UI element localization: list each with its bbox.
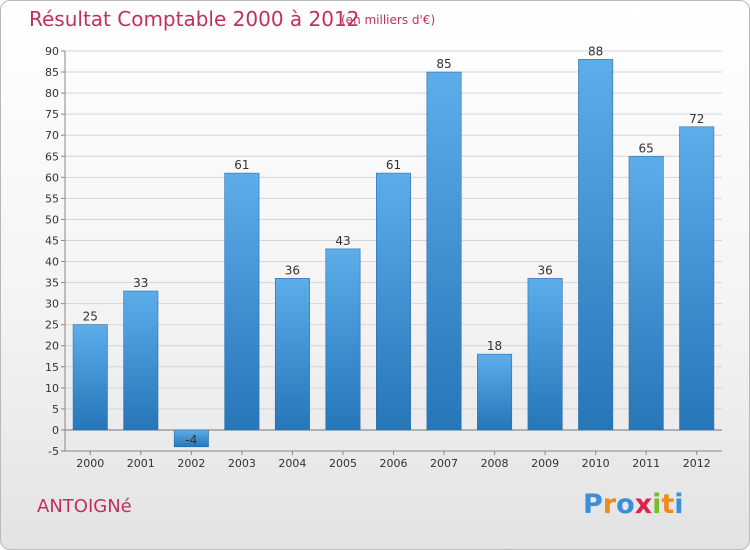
y-tick-label: 35 bbox=[45, 277, 59, 290]
y-tick-label: 40 bbox=[45, 256, 59, 269]
logo-letter: r bbox=[602, 489, 617, 520]
y-tick-label: 0 bbox=[52, 424, 59, 437]
y-tick-label: 90 bbox=[45, 45, 59, 58]
bars bbox=[72, 59, 715, 448]
value-label-2008: 18 bbox=[487, 339, 502, 353]
value-label-2004: 36 bbox=[285, 263, 300, 277]
value-label-2005: 43 bbox=[335, 234, 350, 248]
y-tick-label: 25 bbox=[45, 319, 59, 332]
y-tick-label: 60 bbox=[45, 171, 59, 184]
bar-2010 bbox=[578, 59, 614, 431]
chart-title: Résultat Comptable 2000 à 2012 bbox=[29, 7, 360, 31]
y-tick-label: 10 bbox=[45, 382, 59, 395]
y-tick-label: 55 bbox=[45, 192, 59, 205]
value-label-2007: 85 bbox=[436, 57, 451, 71]
logo-letter: i bbox=[674, 489, 684, 520]
x-tick-label-2005: 2005 bbox=[329, 457, 357, 470]
x-tick-label-2009: 2009 bbox=[531, 457, 559, 470]
axes: -5 0 5 10 15 20 25 30 35 40 45 50 55 60 65 70 75 80 85 90 20… bbox=[45, 45, 722, 470]
value-label-2002: -4 bbox=[185, 433, 197, 447]
y-tick-label: 5 bbox=[52, 403, 59, 416]
x-tick-label-2008: 2008 bbox=[481, 457, 509, 470]
value-label-2000: 25 bbox=[83, 310, 98, 324]
y-tick-label: 30 bbox=[45, 298, 59, 311]
bar-2009 bbox=[527, 278, 563, 431]
y-tick-label: 50 bbox=[45, 213, 59, 226]
bar-2011 bbox=[628, 155, 664, 431]
proxiti-logo: Proxiti bbox=[583, 489, 684, 520]
logo-letter: t bbox=[661, 489, 675, 520]
x-tick-label-2007: 2007 bbox=[430, 457, 458, 470]
x-tick-label-2000: 2000 bbox=[76, 457, 104, 470]
y-tick-label: 65 bbox=[45, 150, 59, 163]
value-label-2012: 72 bbox=[689, 112, 704, 126]
bar-2004 bbox=[274, 278, 310, 431]
logo-letter: o bbox=[616, 489, 635, 520]
x-tick-label-2010: 2010 bbox=[582, 457, 610, 470]
value-label-2009: 36 bbox=[537, 263, 552, 277]
logo-letter: P bbox=[583, 489, 603, 520]
x-tick-label-2004: 2004 bbox=[278, 457, 306, 470]
x-tick-label-2002: 2002 bbox=[177, 457, 205, 470]
x-tick-label-2011: 2011 bbox=[632, 457, 660, 470]
bar-2012 bbox=[679, 126, 715, 431]
bar-2008 bbox=[477, 353, 513, 431]
bar-2000 bbox=[72, 324, 108, 431]
value-label-2001: 33 bbox=[133, 276, 148, 290]
y-tick-label: 80 bbox=[45, 87, 59, 100]
y-tick-label: 85 bbox=[45, 66, 59, 79]
bar-2007 bbox=[426, 71, 462, 431]
x-tick-label-2006: 2006 bbox=[380, 457, 408, 470]
commune-name: ANTOIGNé bbox=[37, 496, 132, 517]
x-tick-label-2001: 2001 bbox=[127, 457, 155, 470]
y-tick-label: 15 bbox=[45, 361, 59, 374]
bar-2003 bbox=[224, 172, 260, 431]
y-tick-label: 70 bbox=[45, 129, 59, 142]
y-tick-label: 45 bbox=[45, 234, 59, 247]
value-label-2006: 61 bbox=[386, 158, 401, 172]
chart-subtitle: (en milliers d'€) bbox=[341, 13, 436, 27]
logo-letter: x bbox=[634, 489, 653, 520]
value-label-2011: 65 bbox=[639, 141, 654, 155]
bar-2005 bbox=[325, 248, 361, 431]
bar-2002 bbox=[173, 429, 209, 448]
logo-letter: i bbox=[652, 489, 662, 520]
y-tick-label: -5 bbox=[48, 445, 59, 458]
y-tick-label: 75 bbox=[45, 108, 59, 121]
y-tick-label: 20 bbox=[45, 340, 59, 353]
value-label-2003: 61 bbox=[234, 158, 249, 172]
value-label-2010: 88 bbox=[588, 44, 603, 58]
bar-2001 bbox=[123, 290, 159, 431]
bar-2006 bbox=[376, 172, 411, 431]
x-tick-label-2003: 2003 bbox=[228, 457, 256, 470]
value-labels: 25 33 -4 61 36 43 61 85 18 36 88 65 72 bbox=[83, 44, 705, 447]
x-tick-label-2012: 2012 bbox=[683, 457, 711, 470]
